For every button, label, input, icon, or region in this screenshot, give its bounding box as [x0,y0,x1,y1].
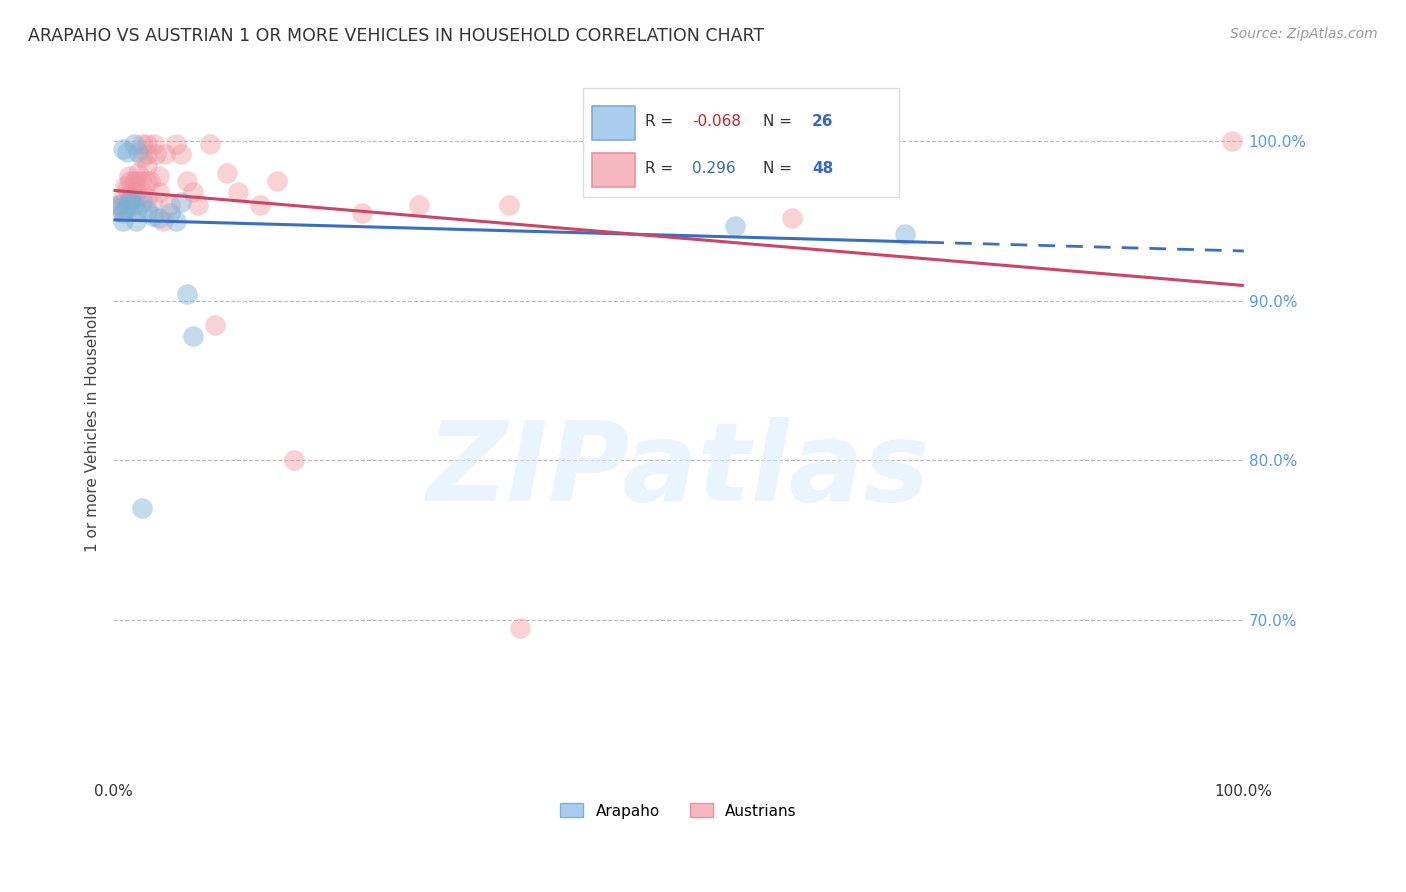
Point [115,202,138,216]
Point [129,174,152,188]
Text: N =: N = [763,161,797,177]
Point [159,206,181,220]
Point [204,318,226,332]
Bar [592,106,634,140]
Point [176,174,198,188]
Point [170,194,193,209]
Text: N =: N = [763,114,797,129]
Text: R =: R = [645,114,678,129]
Point [181,329,204,343]
Point [170,147,193,161]
Point [266,174,288,188]
Point [724,219,747,233]
Text: ARAPAHO VS AUSTRIAN 1 OR MORE VEHICLES IN HOUSEHOLD CORRELATION CHART: ARAPAHO VS AUSTRIAN 1 OR MORE VEHICLES I… [28,27,765,45]
FancyBboxPatch shape [582,88,898,197]
Point [148,169,170,184]
Point [1222,134,1244,148]
Point [143,137,166,152]
Point [122,174,145,188]
Point [141,194,163,209]
Point [111,214,134,228]
Point [127,166,149,180]
Point [181,186,204,200]
Point [498,198,520,212]
Point [108,202,131,216]
Point [125,174,148,188]
Point [118,169,141,184]
Point [120,194,142,208]
Point [893,227,915,241]
Text: 26: 26 [813,114,834,129]
Point [165,214,187,228]
Point [108,198,131,212]
Text: ZIPatlas: ZIPatlas [427,417,931,524]
Point [148,211,170,225]
Point [136,137,159,152]
Point [114,178,136,193]
Point [142,209,165,223]
Point [131,194,153,209]
Point [131,137,153,152]
Point [125,204,148,219]
Point [127,145,149,160]
Point [125,214,148,228]
Point [352,206,374,220]
Point [136,174,159,188]
Point [136,147,159,161]
Point [215,166,238,180]
Point [115,145,138,160]
Point [122,190,145,204]
Legend: Arapaho, Austrians: Arapaho, Austrians [554,797,803,824]
Point [159,198,181,212]
Point [111,206,134,220]
Point [165,137,187,152]
Point [187,198,209,212]
Point [155,147,177,161]
Point [408,198,430,212]
Point [122,137,145,152]
Point [145,147,167,161]
Point [176,287,198,301]
Text: 0.296: 0.296 [692,161,735,177]
Point [283,453,305,467]
Point [509,621,531,635]
Point [249,198,271,212]
Point [152,214,174,228]
Point [198,137,221,152]
Point [148,186,170,200]
Point [114,202,136,216]
Point [111,190,134,204]
Point [780,211,803,225]
Point [226,186,249,200]
Point [136,158,159,172]
Point [111,142,134,156]
Y-axis label: 1 or more Vehicles in Household: 1 or more Vehicles in Household [86,305,100,552]
Text: -0.068: -0.068 [692,114,741,129]
Text: 48: 48 [813,161,834,177]
Point [138,174,160,188]
Point [121,186,143,200]
Point [120,194,142,209]
Point [125,186,148,200]
Point [136,190,159,204]
Point [108,198,131,212]
Point [115,182,138,196]
Point [136,202,159,217]
Point [131,150,153,164]
Text: Source: ZipAtlas.com: Source: ZipAtlas.com [1230,27,1378,41]
Point [120,174,142,188]
Bar [592,153,634,187]
Point [122,198,145,212]
Text: R =: R = [645,161,683,177]
Point [131,501,153,516]
